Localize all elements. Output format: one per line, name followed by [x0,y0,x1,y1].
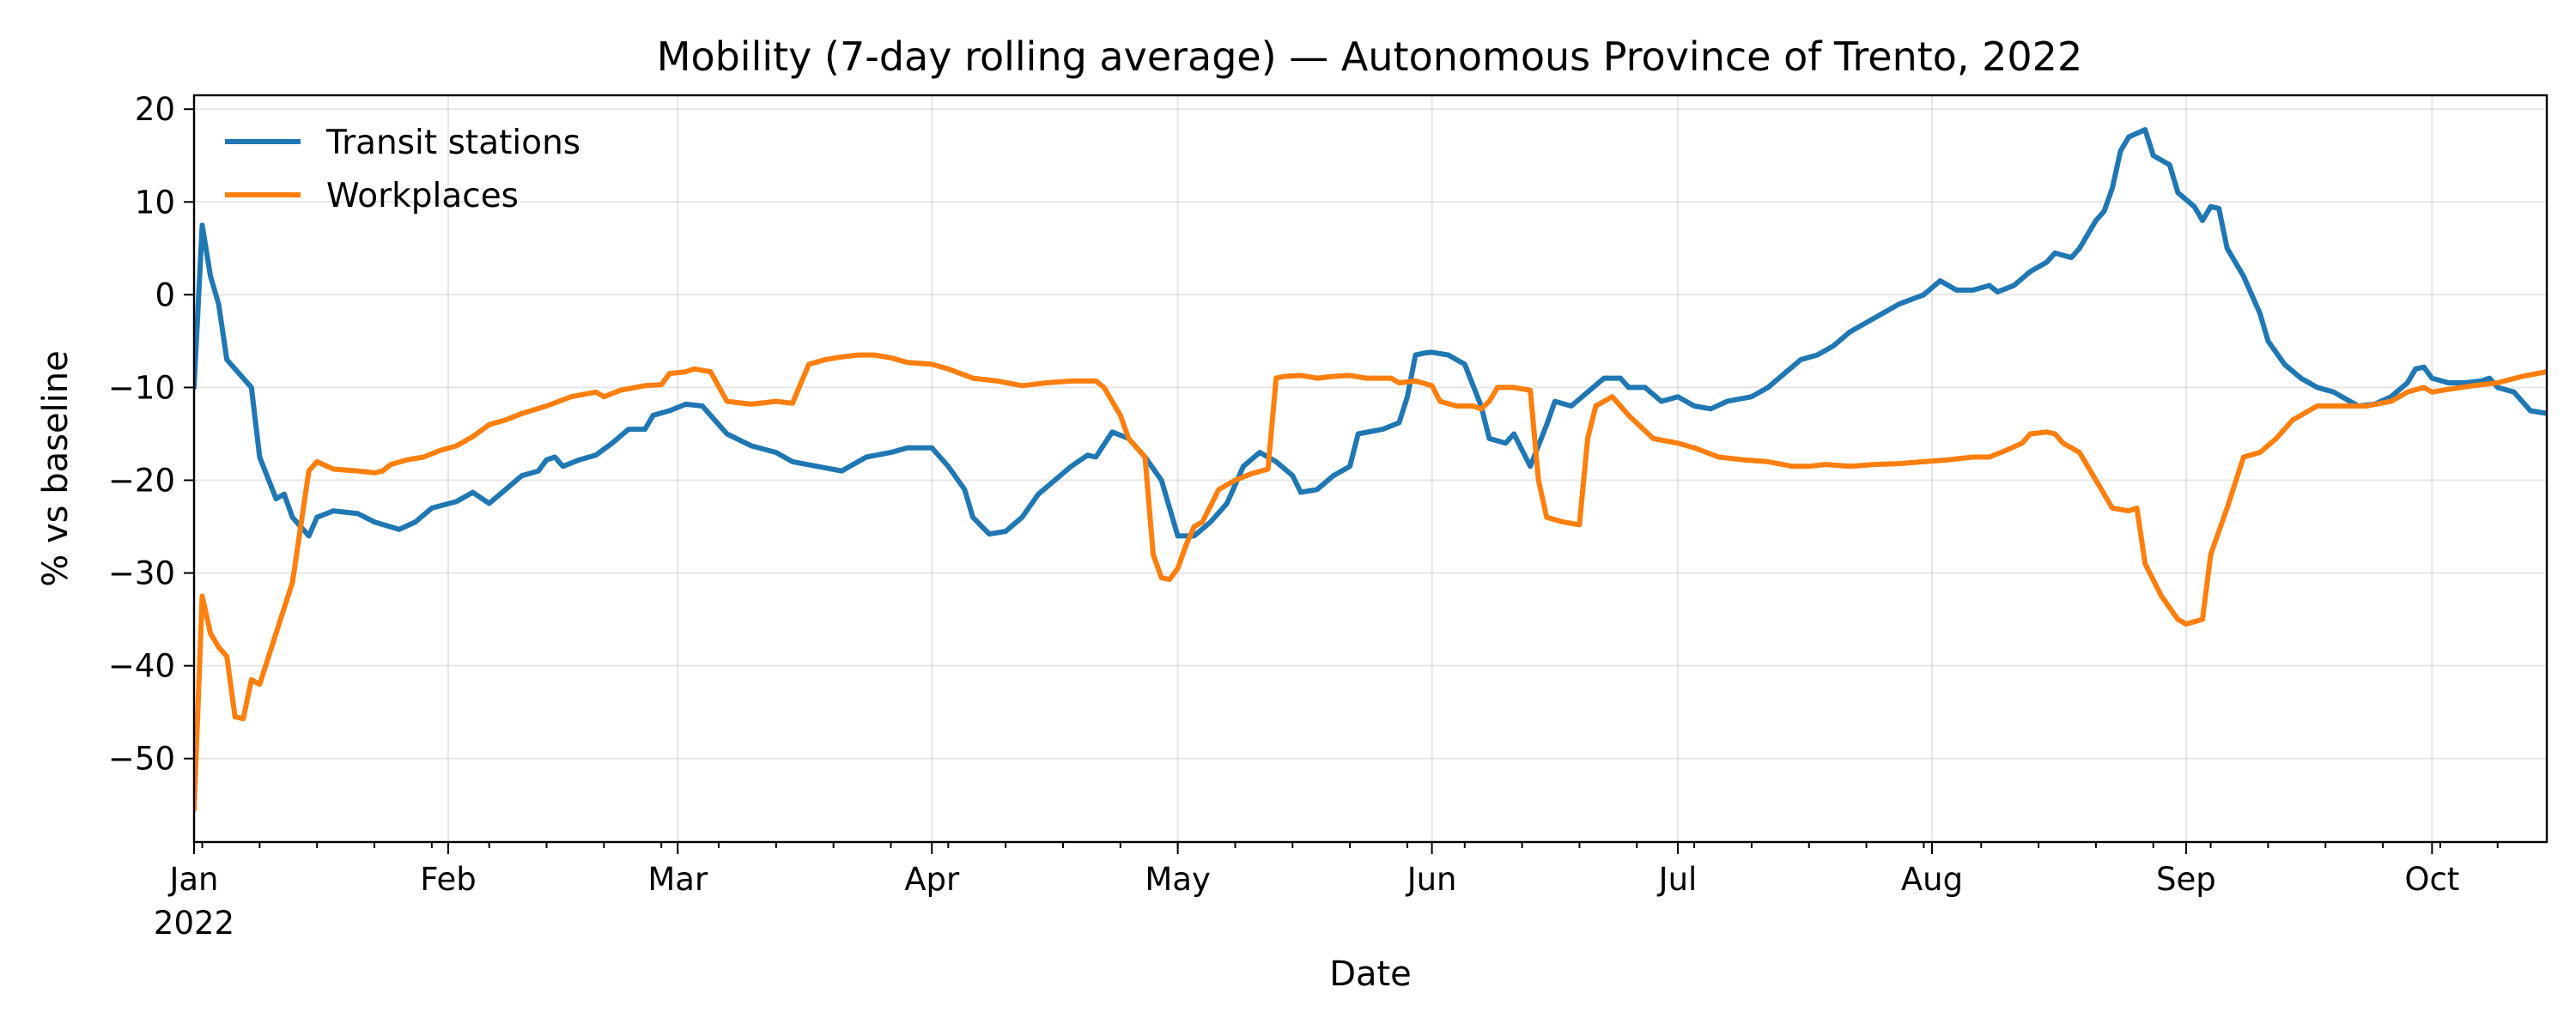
y-tick-label: −50 [108,741,175,778]
x-tick-label: Sep [2156,861,2216,898]
y-tick-label: 10 [135,184,175,221]
y-tick-label: −20 [108,463,175,500]
x-tick-label: Apr [904,861,960,898]
plot-frame [192,94,2549,844]
y-tick-label: −10 [108,369,175,406]
legend-label: Transit stations [325,124,580,162]
series-line-workplaces [194,352,2547,813]
chart-title: Mobility (7-day rolling average) — Auton… [657,33,2082,80]
y-tick-label: 0 [155,276,175,313]
y-axis: 20 10 0 −10 −20 −30 −40 −50 [108,91,194,778]
x-tick-label: Mar [647,861,708,898]
x-tick-label: Aug [1901,861,1963,898]
legend: Transit stations Workplaces [225,124,580,215]
x-tick-label: May [1145,861,1211,898]
x-tick-label: Jun [1406,861,1457,898]
y-tick-label: −40 [108,648,175,685]
y-tick-label: −30 [108,555,175,592]
x-axis: Jan Feb Mar Apr May Jun Jul Aug Sep Oct [167,842,2499,898]
x-tick-label: Oct [2404,861,2459,898]
x-year-label: 2022 [154,905,234,942]
gridlines [193,95,2547,842]
x-tick-label: Jan [167,861,218,898]
series-line-transit-stations [194,127,2547,539]
plot-lines [194,127,2547,813]
x-axis-label: Date [1329,954,1412,994]
y-axis-label: % vs baseline [36,350,76,587]
y-tick-label: 20 [135,91,175,128]
x-tick-label: Feb [420,861,477,898]
legend-label: Workplaces [326,177,519,215]
x-tick-label: Jul [1657,861,1698,898]
